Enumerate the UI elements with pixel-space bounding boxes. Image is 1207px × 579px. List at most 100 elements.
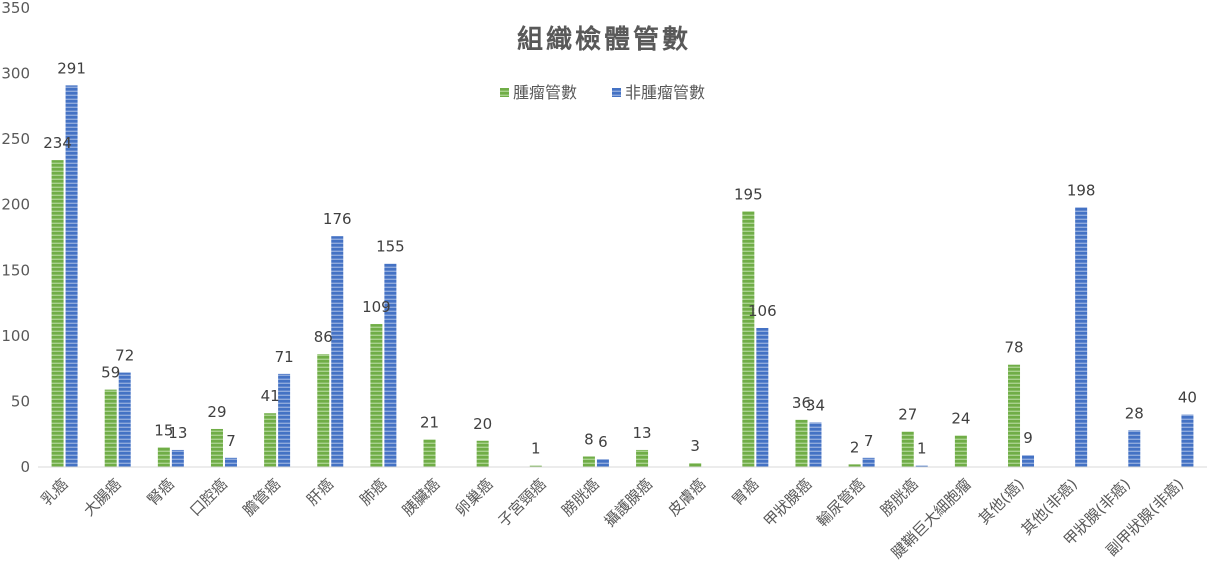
bar-non-tumor xyxy=(171,449,184,467)
bar-tumor xyxy=(1008,364,1021,467)
bar-non-tumor xyxy=(596,459,609,467)
data-label: 176 xyxy=(323,210,352,228)
chart-title: 組織檢體管數 xyxy=(517,24,691,55)
bar-tumor xyxy=(529,465,542,467)
bar-tumor xyxy=(742,211,755,467)
bar-tumor xyxy=(104,389,117,467)
legend-swatch xyxy=(500,88,509,97)
data-label: 7 xyxy=(864,432,874,450)
data-label: 109 xyxy=(362,298,391,316)
bar-tumor xyxy=(157,447,170,467)
y-tick-label: 200 xyxy=(1,196,30,214)
data-label: 27 xyxy=(898,406,917,424)
bar-tumor xyxy=(795,419,808,467)
bar-non-tumor xyxy=(224,457,237,467)
bar-tumor xyxy=(689,463,702,467)
bar-tumor xyxy=(901,431,914,467)
bar-tumor xyxy=(954,435,967,467)
bar-non-tumor xyxy=(65,85,78,468)
data-label: 86 xyxy=(314,328,333,346)
x-tick-label: 胰臟癌 xyxy=(399,475,444,520)
y-tick-label: 100 xyxy=(1,327,30,345)
y-tick-label: 300 xyxy=(1,65,30,83)
data-label: 72 xyxy=(115,347,134,365)
data-label: 24 xyxy=(951,410,970,428)
legend-label: 非腫瘤管數 xyxy=(625,83,705,102)
bars xyxy=(51,85,1194,468)
x-tick-label: 卵巢癌 xyxy=(452,475,497,520)
bar-tumor xyxy=(317,354,330,467)
x-tick-label: 甲狀腺癌 xyxy=(760,475,815,530)
bar-non-tumor xyxy=(278,373,291,467)
data-label: 198 xyxy=(1067,181,1096,199)
data-label: 291 xyxy=(57,59,86,77)
bar-tumor xyxy=(51,160,64,467)
data-label: 41 xyxy=(261,387,280,405)
bar-tumor xyxy=(423,439,436,467)
bar-non-tumor xyxy=(1128,430,1141,467)
x-tick-label: 肝癌 xyxy=(303,475,337,509)
x-tick-label: 肺癌 xyxy=(356,475,390,509)
bar-non-tumor xyxy=(118,372,131,467)
data-label: 13 xyxy=(633,424,652,442)
data-label: 7 xyxy=(226,432,236,450)
bar-non-tumor xyxy=(756,327,769,467)
y-tick-label: 150 xyxy=(1,261,30,279)
data-label: 234 xyxy=(43,134,72,152)
data-label: 1 xyxy=(917,440,927,458)
y-tick-label: 50 xyxy=(11,392,30,410)
bar-tumor xyxy=(476,440,489,467)
x-tick-label: 大腸癌 xyxy=(80,475,125,520)
x-tick-label: 皮膚癌 xyxy=(664,475,709,520)
x-tick-label: 膀胱癌 xyxy=(558,475,603,520)
bar-non-tumor xyxy=(384,263,397,467)
data-label: 3 xyxy=(690,437,700,455)
legend-swatch xyxy=(612,88,621,97)
data-label: 1 xyxy=(531,440,541,458)
data-label: 36 xyxy=(792,394,811,412)
x-tick-label: 腎癌 xyxy=(144,475,178,509)
x-tick-label: 輸尿管癌 xyxy=(813,475,868,530)
bar-non-tumor xyxy=(809,422,822,467)
data-label: 9 xyxy=(1023,429,1033,447)
x-tick-label: 口腔癌 xyxy=(186,475,231,520)
bar-non-tumor xyxy=(862,457,875,467)
bar-non-tumor xyxy=(331,236,344,467)
data-label: 13 xyxy=(168,424,187,442)
legend-label: 腫瘤管數 xyxy=(513,83,577,102)
x-tick-label: 胃癌 xyxy=(728,475,762,509)
data-label: 6 xyxy=(598,433,608,451)
x-tick-label: 膽管癌 xyxy=(239,475,284,520)
data-label: 28 xyxy=(1125,404,1144,422)
bar-tumor xyxy=(848,464,861,467)
data-label: 71 xyxy=(275,348,294,366)
x-tick-label: 攝護腺癌 xyxy=(601,475,656,530)
x-tick-label: 膀胱癌 xyxy=(877,475,922,520)
data-label: 8 xyxy=(584,431,594,449)
x-tick-label: 子宮頸癌 xyxy=(494,475,549,530)
data-label: 78 xyxy=(1004,339,1023,357)
bar-tumor xyxy=(264,413,277,467)
x-tick-label: 乳癌 xyxy=(37,475,71,509)
data-label: 21 xyxy=(420,413,439,431)
bar-non-tumor xyxy=(1075,207,1088,467)
bar-non-tumor xyxy=(1022,455,1035,467)
data-label: 195 xyxy=(734,185,763,203)
data-label: 29 xyxy=(207,403,226,421)
legend: 腫瘤管數 非腫瘤管數 xyxy=(500,83,705,102)
bar-tumor xyxy=(210,428,223,467)
y-tick-label: 250 xyxy=(1,130,30,148)
data-label: 2 xyxy=(850,438,860,456)
data-label: 155 xyxy=(376,238,405,256)
data-label: 106 xyxy=(748,302,777,320)
data-label: 20 xyxy=(473,415,492,433)
data-label: 59 xyxy=(101,364,120,382)
bar-tumor xyxy=(582,456,595,467)
x-tick-label: 其他(癌) xyxy=(975,475,1028,528)
data-label: 15 xyxy=(154,421,173,439)
data-label: 40 xyxy=(1178,389,1197,407)
data-label: 34 xyxy=(806,396,825,414)
